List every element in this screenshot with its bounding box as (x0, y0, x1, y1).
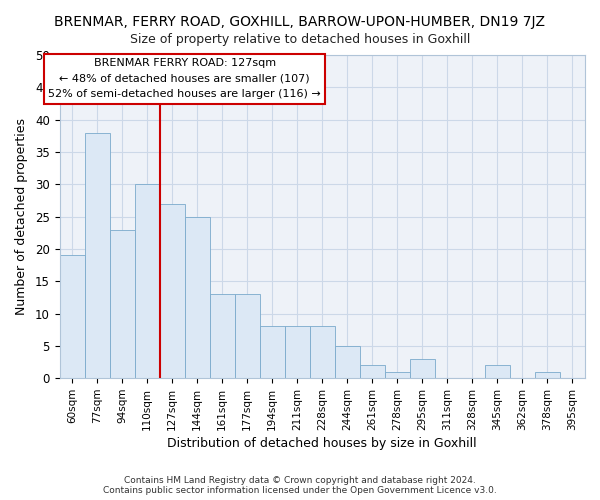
Bar (485, 366, 510, 378)
Bar (260, 326, 285, 378)
Bar (235, 294, 260, 378)
Bar (285, 326, 310, 378)
Bar (160, 204, 185, 378)
Bar (385, 372, 410, 378)
Text: BRENMAR, FERRY ROAD, GOXHILL, BARROW-UPON-HUMBER, DN19 7JZ: BRENMAR, FERRY ROAD, GOXHILL, BARROW-UPO… (55, 15, 545, 29)
Bar (59, 256, 85, 378)
Bar (85, 132, 110, 378)
Text: BRENMAR FERRY ROAD: 127sqm
← 48% of detached houses are smaller (107)
52% of sem: BRENMAR FERRY ROAD: 127sqm ← 48% of deta… (48, 58, 321, 100)
Bar (310, 326, 335, 378)
Bar (134, 184, 160, 378)
Bar (360, 366, 385, 378)
Y-axis label: Number of detached properties: Number of detached properties (15, 118, 28, 315)
Bar (209, 294, 235, 378)
Bar (110, 230, 134, 378)
Text: Contains HM Land Registry data © Crown copyright and database right 2024.
Contai: Contains HM Land Registry data © Crown c… (103, 476, 497, 495)
X-axis label: Distribution of detached houses by size in Goxhill: Distribution of detached houses by size … (167, 437, 477, 450)
Bar (410, 359, 435, 378)
Bar (185, 216, 209, 378)
Bar (535, 372, 560, 378)
Bar (335, 346, 360, 378)
Text: Size of property relative to detached houses in Goxhill: Size of property relative to detached ho… (130, 32, 470, 46)
